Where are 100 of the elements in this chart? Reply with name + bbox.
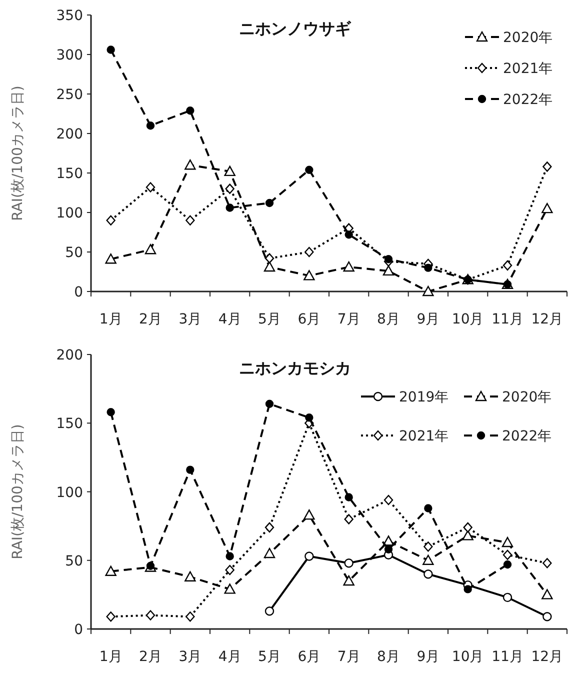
point (304, 552, 314, 561)
point (264, 261, 276, 272)
y-tick-label: 300 (56, 48, 83, 64)
x-tick-label: 8月 (377, 649, 400, 665)
point (424, 264, 432, 272)
point (106, 612, 116, 622)
point (542, 612, 552, 622)
legend-label: 2021年 (399, 428, 449, 444)
point (146, 610, 156, 620)
x-tick-label: 4月 (218, 649, 242, 665)
point (184, 571, 196, 582)
y-tick-label: 200 (56, 126, 83, 142)
point (502, 260, 512, 271)
point (344, 558, 354, 568)
point (184, 160, 196, 170)
point (305, 166, 314, 174)
y-tick-label: 50 (65, 245, 83, 261)
point (224, 584, 236, 594)
point (146, 182, 156, 192)
y-tick-label: 100 (56, 206, 83, 222)
y-tick-label: 250 (56, 87, 83, 103)
point (502, 550, 512, 560)
x-tick-label: 1月 (99, 312, 122, 328)
point (343, 575, 354, 586)
point (186, 106, 194, 115)
point (422, 554, 434, 565)
point (422, 286, 434, 296)
point (265, 198, 274, 208)
y-axis-title: RAI(枚/100カメラ日) (10, 424, 26, 560)
point (106, 215, 116, 226)
legend-label: 2020年 (502, 390, 552, 406)
x-tick-label: 12月 (531, 312, 564, 328)
point (304, 246, 314, 258)
point (424, 570, 433, 579)
point (106, 408, 115, 416)
x-tick-label: 3月 (178, 312, 202, 328)
x-tick-label: 9月 (416, 312, 440, 328)
chart-title: ニホンノウサギ (239, 19, 352, 38)
point (384, 545, 393, 554)
point (264, 606, 274, 616)
x-tick-label: 2月 (139, 649, 162, 665)
point (344, 493, 353, 502)
point (264, 253, 274, 264)
point (542, 558, 552, 568)
point (186, 612, 195, 622)
legend-label: 2022年 (502, 428, 552, 444)
point (264, 522, 274, 533)
x-tick-label: 1月 (99, 649, 122, 665)
point (344, 230, 353, 239)
x-tick-label: 7月 (337, 312, 360, 328)
point (305, 414, 314, 422)
point (502, 536, 514, 548)
point (462, 530, 474, 540)
point (463, 522, 472, 533)
legend-label: 2019年 (399, 390, 449, 406)
point (146, 122, 155, 130)
point (105, 254, 116, 264)
y-tick-label: 0 (74, 622, 83, 638)
point (186, 466, 194, 474)
point (424, 542, 433, 552)
y-tick-label: 50 (65, 553, 83, 570)
x-tick-label: 12月 (531, 649, 564, 665)
point (542, 162, 552, 172)
point (502, 592, 512, 602)
point (186, 215, 195, 226)
point (424, 504, 432, 512)
point (304, 509, 315, 520)
point (224, 166, 236, 176)
point (343, 261, 354, 272)
y-axis-title: RAI(枚/100カメラ日) (10, 86, 26, 221)
x-tick-label: 11月 (492, 649, 524, 665)
x-tick-label: 5月 (258, 649, 281, 665)
legend-label: 2020年 (503, 30, 553, 46)
x-tick-label: 11月 (492, 312, 524, 328)
point (226, 552, 234, 560)
point (226, 204, 234, 212)
point (304, 270, 315, 280)
y-tick-label: 350 (56, 8, 83, 24)
x-tick-label: 8月 (377, 312, 400, 328)
point (225, 184, 234, 194)
y-tick-label: 100 (56, 484, 83, 501)
chart-title: ニホンカモシカ (239, 358, 351, 378)
y-tick-label: 150 (56, 166, 83, 182)
point (542, 202, 553, 214)
x-tick-label: 10月 (452, 649, 484, 665)
x-tick-label: 4月 (218, 312, 242, 328)
point (464, 585, 472, 594)
point (265, 400, 274, 408)
x-tick-label: 9月 (416, 649, 440, 665)
point (344, 514, 354, 524)
point (542, 589, 553, 600)
point (144, 244, 156, 254)
x-tick-label: 10月 (452, 312, 484, 328)
point (503, 560, 512, 569)
point (384, 494, 394, 506)
point (264, 548, 276, 558)
x-tick-label: 6月 (298, 312, 321, 328)
x-tick-label: 2月 (139, 312, 162, 328)
x-tick-label: 5月 (258, 312, 281, 328)
point (225, 564, 234, 576)
